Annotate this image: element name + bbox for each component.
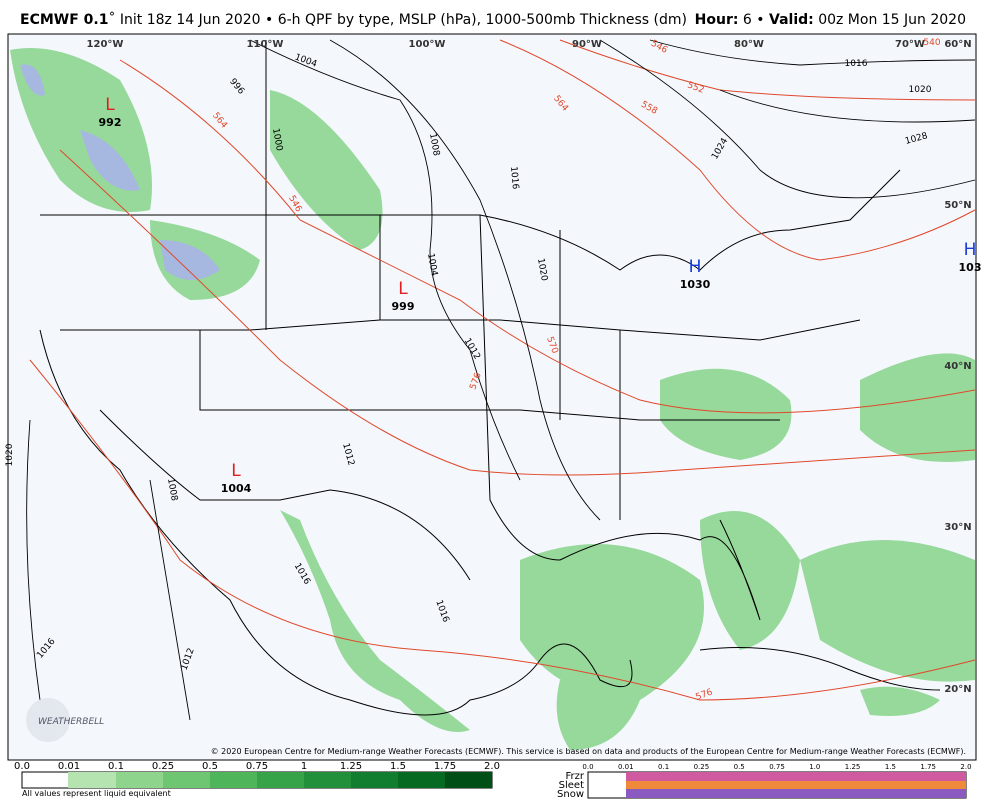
title: ECMWF 0.1˚ Init 18z 14 Jun 2020 • 6-h QP… bbox=[20, 12, 687, 28]
isobar-label: 1016 bbox=[845, 59, 868, 69]
snow bbox=[20, 64, 220, 280]
header: ECMWF 0.1˚ Init 18z 14 Jun 2020 • 6-h QP… bbox=[0, 0, 984, 34]
winter-tick-label: 1.25 bbox=[845, 763, 861, 771]
credit: © 2020 European Centre for Medium-range … bbox=[211, 747, 966, 756]
rain-tick-label: 0.5 bbox=[202, 761, 218, 772]
thickness-label: 540 bbox=[923, 38, 940, 48]
winter-tick-label: 0.25 bbox=[694, 763, 710, 771]
pressure-value: 1030 bbox=[680, 278, 711, 291]
pressure-value: 992 bbox=[99, 116, 122, 129]
hour: 6 • bbox=[742, 12, 765, 28]
valid: 00z Mon 15 Jun 2020 bbox=[818, 12, 966, 28]
precip-type: Frzr bbox=[566, 771, 585, 782]
rain-tick-label: 1.5 bbox=[390, 761, 406, 772]
winter-tick-label: 2.0 bbox=[960, 763, 971, 771]
precip-type: Sleet bbox=[559, 780, 584, 791]
pressure-center: L bbox=[105, 95, 115, 115]
winter-colorbar bbox=[587, 771, 967, 799]
lon-label: 80°W bbox=[734, 39, 764, 50]
lat-label: 50°N bbox=[944, 200, 971, 211]
winter-tick-label: 0.01 bbox=[618, 763, 634, 771]
isobar-label: 1004 bbox=[425, 253, 439, 278]
isobar-label: 1016 bbox=[508, 166, 520, 190]
rain-tick-label: 0.25 bbox=[152, 761, 174, 772]
precip-type: Snow bbox=[557, 789, 584, 800]
map-frame bbox=[7, 33, 977, 761]
rain-tick-label: 0.1 bbox=[108, 761, 124, 772]
rain-colorbar bbox=[21, 771, 493, 789]
pressure-value: 1004 bbox=[221, 482, 252, 495]
isobar-label: 1008 bbox=[165, 478, 179, 503]
pressure-value: 103 bbox=[959, 261, 982, 274]
pressure-center: L bbox=[231, 461, 241, 481]
valid-info: Hour: 6 • Valid: 00z Mon 15 Jun 2020 bbox=[695, 12, 966, 28]
lat-label: 20°N bbox=[944, 684, 971, 695]
isobar-label: 1020 bbox=[5, 443, 15, 466]
lon-label: 120°W bbox=[87, 39, 124, 50]
svg-text:WEATHERBELL: WEATHERBELL bbox=[38, 717, 104, 727]
valid-label: Valid: bbox=[769, 12, 814, 28]
lat-label: 30°N bbox=[944, 522, 971, 533]
lon-label: 110°W bbox=[247, 39, 284, 50]
lon-label: 100°W bbox=[409, 39, 446, 50]
model: ECMWF 0.1 bbox=[20, 12, 109, 28]
rain-tick-label: 1 bbox=[301, 761, 307, 772]
isobar-label: 1008 bbox=[427, 133, 441, 158]
rain-tick-label: 2.0 bbox=[484, 761, 500, 772]
winter-tick-label: 0.5 bbox=[734, 763, 745, 771]
pressure-center: H bbox=[689, 257, 702, 277]
isobar-label: 1020 bbox=[535, 258, 549, 283]
description: ˚ Init 18z 14 Jun 2020 • 6-h QPF by type… bbox=[108, 12, 687, 28]
rain-tick-label: 0.01 bbox=[58, 761, 80, 772]
winter-tick-label: 1.5 bbox=[885, 763, 896, 771]
thickness-contours bbox=[29, 39, 976, 701]
rain-tick-label: 0.0 bbox=[14, 761, 30, 772]
winter-tick-label: 0.75 bbox=[769, 763, 785, 771]
rain-tick-label: 1.75 bbox=[434, 761, 456, 772]
pressure-value: 999 bbox=[392, 300, 415, 313]
lat-label: 40°N bbox=[944, 361, 971, 372]
borders bbox=[39, 40, 941, 716]
logo: WEATHERBELL bbox=[26, 698, 104, 742]
lon-label: 70°W bbox=[895, 39, 925, 50]
isobars bbox=[26, 39, 976, 721]
rain-tick-label: 0.75 bbox=[246, 761, 268, 772]
legend-note: All values represent liquid equivalent bbox=[22, 789, 171, 798]
rain-tick-label: 1.25 bbox=[340, 761, 362, 772]
winter-tick-label: 1.75 bbox=[920, 763, 936, 771]
winter-tick-label: 0.0 bbox=[582, 763, 593, 771]
pressure-center: H bbox=[964, 240, 977, 260]
isobar-label: 1000 bbox=[270, 128, 284, 153]
isobar-label: 1020 bbox=[909, 85, 932, 95]
winter-tick-label: 1.0 bbox=[809, 763, 820, 771]
hour-label: Hour: bbox=[694, 12, 739, 28]
winter-tick-label: 0.1 bbox=[658, 763, 669, 771]
lat-label: 60°N bbox=[944, 39, 971, 50]
pressure-center: L bbox=[398, 279, 408, 299]
lon-label: 90°W bbox=[572, 39, 602, 50]
